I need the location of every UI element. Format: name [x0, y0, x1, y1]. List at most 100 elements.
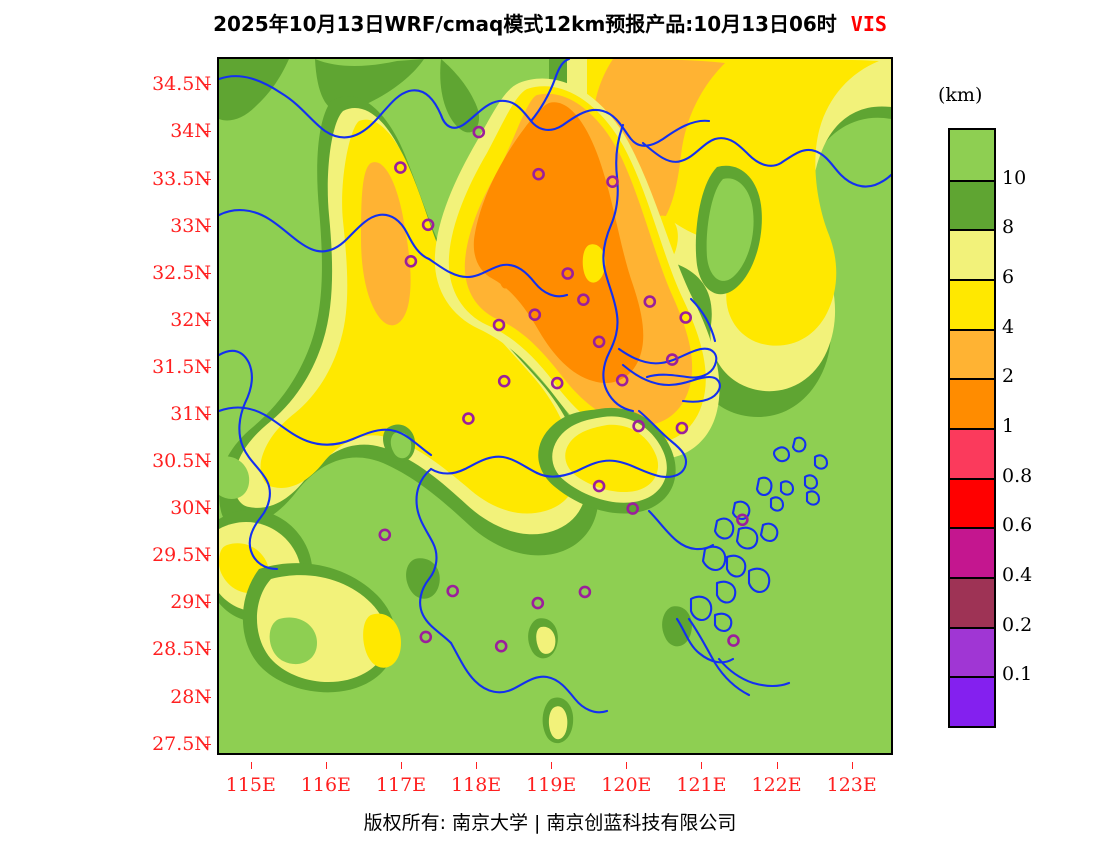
x-tick-label: 116E	[300, 774, 351, 796]
colorbar-unit-label: (km)	[938, 84, 983, 106]
x-axis-labels: 115E 116E 117E 118E 119E 120E 121E 122E 123E	[0, 762, 1100, 796]
station-marker[interactable]	[494, 639, 508, 653]
y-axis-labels: 34.5N 34N 33.5N 33N 32.5N 32N 31.5N 31N 30.5N 30N…	[135, 0, 211, 850]
field-s-blob4	[662, 606, 692, 647]
colorbar-tick-label: 10	[1002, 166, 1027, 189]
field-main-streak	[498, 248, 514, 289]
station-marker[interactable]	[404, 255, 418, 268]
station-marker[interactable]	[421, 218, 435, 232]
title-text: 2025年10月13日WRF/cmaq模式12km预报产品:10月13日06时	[213, 12, 837, 36]
station-markers[interactable]	[378, 125, 749, 653]
station-marker[interactable]	[550, 376, 564, 390]
station-marker[interactable]	[561, 267, 575, 280]
colorbar-band[interactable]	[950, 130, 994, 180]
y-tick-label: 28.5N	[152, 638, 211, 661]
station-marker[interactable]	[532, 167, 545, 181]
y-tick-mark	[204, 225, 211, 227]
field-corridor-north-2-4	[361, 162, 411, 326]
station-marker[interactable]	[472, 125, 486, 139]
colorbar-tick-label: 0.8	[1002, 464, 1033, 487]
colorbar-band[interactable]	[950, 427, 994, 478]
page-title: 2025年10月13日WRF/cmaq模式12km预报产品:10月13日06时 V…	[0, 8, 1100, 37]
x-tick-label: 118E	[451, 774, 502, 796]
station-marker[interactable]	[446, 584, 459, 598]
station-marker[interactable]	[675, 421, 689, 435]
station-marker[interactable]	[528, 308, 542, 321]
footer-right: 南京创蓝科技有限公司	[546, 812, 737, 834]
x-tick-label: 120E	[601, 774, 652, 796]
colorbar-tick-label: 0.1	[1002, 663, 1033, 686]
y-tick-mark	[204, 508, 211, 510]
y-tick-mark	[204, 84, 211, 86]
station-marker[interactable]	[632, 419, 645, 433]
station-marker[interactable]	[592, 479, 606, 493]
station-marker[interactable]	[577, 293, 590, 306]
y-tick-mark	[204, 272, 211, 274]
station-marker[interactable]	[419, 630, 433, 644]
y-tick-label: 29.5N	[152, 544, 211, 567]
y-tick-label: 28N	[170, 685, 211, 708]
station-marker[interactable]	[378, 528, 392, 542]
station-marker[interactable]	[394, 161, 407, 174]
station-marker[interactable]	[462, 412, 475, 425]
x-tick-label: 121E	[676, 774, 727, 796]
colorbar-tick-label: 8	[1002, 216, 1015, 239]
station-marker[interactable]	[492, 318, 506, 332]
colorbar-band[interactable]	[950, 477, 994, 528]
field-s-blob1	[406, 558, 440, 599]
y-tick-mark	[204, 602, 211, 604]
y-tick-mark	[204, 696, 211, 698]
colorbar-band[interactable]	[950, 576, 994, 627]
station-marker[interactable]	[679, 311, 693, 324]
station-marker[interactable]	[643, 295, 657, 308]
station-marker[interactable]	[626, 502, 640, 515]
y-tick-mark	[204, 414, 211, 415]
colorbar-band[interactable]	[950, 527, 994, 577]
footer-separator: |	[534, 812, 541, 834]
station-marker[interactable]	[665, 353, 679, 366]
station-marker[interactable]	[736, 513, 749, 527]
x-tick-mark	[626, 762, 628, 769]
station-marker[interactable]	[497, 374, 511, 388]
y-tick-mark	[204, 366, 211, 368]
colorbar-band[interactable]	[950, 179, 994, 230]
station-marker[interactable]	[615, 373, 629, 387]
x-tick-mark	[476, 762, 478, 769]
map-svg	[219, 59, 891, 753]
y-tick-mark	[204, 461, 211, 463]
colorbar-band[interactable]	[950, 229, 994, 279]
station-marker[interactable]	[727, 634, 740, 647]
station-marker[interactable]	[531, 596, 545, 610]
footer-left: 版权所有: 南京大学	[363, 812, 529, 834]
station-marker[interactable]	[592, 335, 606, 349]
x-tick-label: 123E	[826, 774, 877, 796]
y-tick-label: 34N	[170, 120, 211, 143]
y-tick-label: 27.5N	[152, 732, 211, 755]
y-tick-mark	[204, 743, 211, 745]
colorbar-band[interactable]	[950, 676, 994, 726]
station-marker[interactable]	[578, 585, 592, 599]
forecast-map[interactable]	[217, 57, 893, 755]
y-tick-label: 29N	[170, 591, 211, 614]
y-tick-label: 33N	[170, 214, 211, 237]
y-tick-label: 32N	[170, 308, 211, 331]
field-sw-island	[269, 617, 317, 665]
colorbar-band[interactable]	[950, 278, 994, 329]
field-sw-island2	[219, 456, 250, 499]
station-marker[interactable]	[606, 175, 619, 188]
colorbar-tick-label: 6	[1002, 266, 1015, 288]
colorbar-tick-label: 0.4	[1002, 564, 1033, 586]
y-tick-mark	[204, 131, 211, 133]
field-main-core-eye	[582, 244, 606, 283]
colorbar-tick-label: 1	[1002, 415, 1015, 437]
field-ne-island-gt10	[706, 178, 754, 281]
colorbar[interactable]	[948, 128, 996, 728]
colorbar-band[interactable]	[950, 328, 994, 379]
y-tick-label: 32.5N	[152, 261, 211, 284]
x-tick-mark	[401, 762, 403, 769]
x-tick-label: 122E	[751, 774, 802, 796]
colorbar-band[interactable]	[950, 378, 994, 428]
y-tick-mark	[204, 649, 211, 651]
field-main-1-2-core	[473, 102, 644, 383]
colorbar-band[interactable]	[950, 626, 994, 677]
